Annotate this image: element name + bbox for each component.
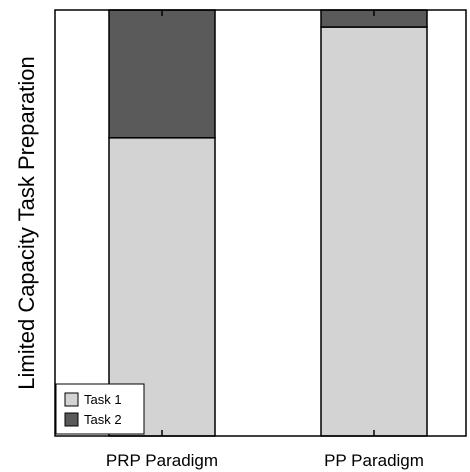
bar-prp-paradigm-task-2 [108,9,216,139]
x-tick-label-prp-paradigm: PRP Paradigm [106,451,218,470]
legend-swatch-task-1 [64,392,79,407]
legend: Task 1 Task 2 [55,383,145,435]
plot-frame [54,9,467,437]
y-axis-label: Limited Capacity Task Preparation [14,56,39,389]
x-tick-label-pp-paradigm: PP Paradigm [324,451,424,470]
x-ticks: PRP Paradigm PP Paradigm [106,10,424,470]
bar-pp-paradigm-task-1 [320,26,428,437]
bar-group [108,9,428,437]
legend-label-task-2: Task 2 [84,412,122,427]
legend-label-task-1: Task 1 [84,392,122,407]
legend-swatch-task-2 [64,412,79,427]
